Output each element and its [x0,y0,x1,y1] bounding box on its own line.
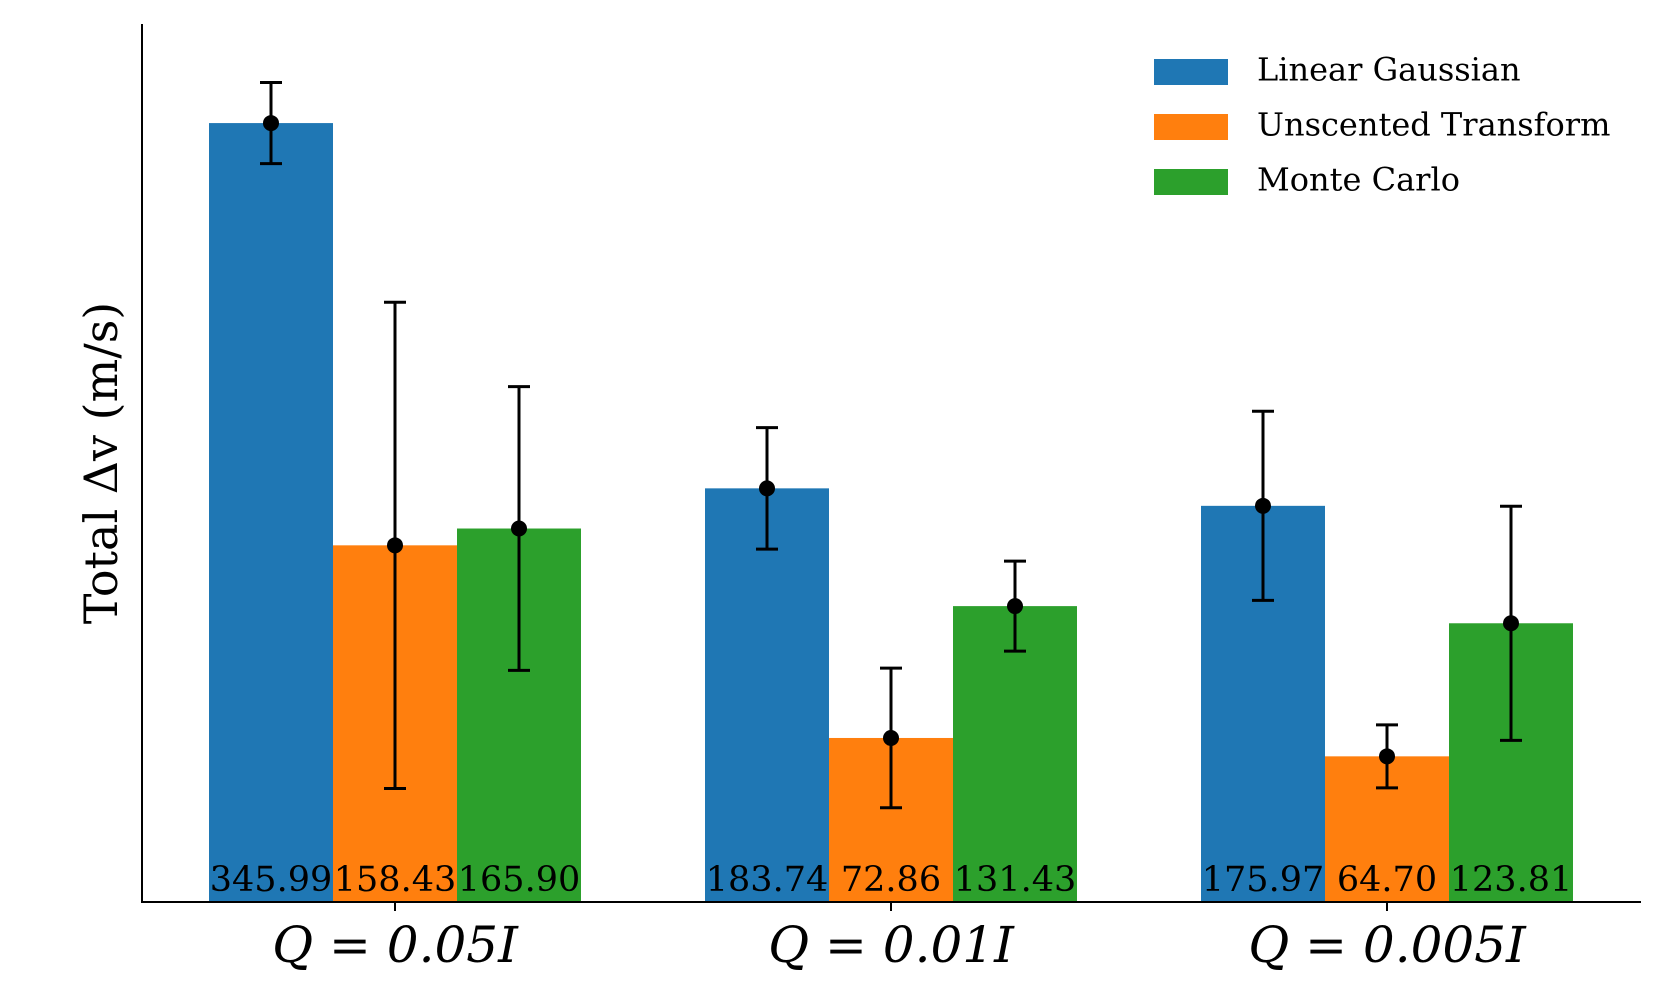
value-label: 345.99 [210,860,332,900]
error-bar [1004,559,1026,653]
value-label: 64.70 [1337,860,1437,900]
error-bar [1376,723,1398,790]
error-bar [384,300,406,790]
error-bar [756,426,778,551]
y-axis-label: Total Δv (m/s) [74,302,128,625]
mean-point [1379,748,1395,765]
bar-linear-gaussian-1 [209,123,333,903]
mean-point [1503,615,1519,632]
mean-point [511,520,527,537]
x-tick-label-3: Q = 0.005I [1248,916,1527,974]
mean-point [759,480,775,497]
x-tick-label-2: Q = 0.01I [768,916,1015,974]
value-label: 158.43 [334,860,456,900]
error-bar [1500,504,1522,742]
legend-swatch [1154,169,1228,195]
bar-linear-gaussian-2 [705,488,829,902]
legend: Linear Gaussian Unscented Transform Monte … [1154,51,1610,199]
mean-point [1007,598,1023,615]
x-ticks-layer: Q = 0.05I Q = 0.01I Q = 0.005I [272,902,1527,974]
legend-swatch [1154,59,1228,85]
legend-swatch [1154,114,1228,140]
error-bar [1252,409,1274,602]
legend-label: Linear Gaussian [1257,51,1521,89]
value-label: 131.43 [954,860,1076,900]
value-label: 175.97 [1202,860,1324,900]
mean-point [883,729,899,746]
value-labels-layer: 345.99 158.43 165.90 183.74 72.86 131.43 175.9… [210,860,1572,900]
value-label: 123.81 [1450,860,1572,900]
value-label: 72.86 [841,860,941,900]
legend-entry: Unscented Transform [1154,106,1610,144]
legend-label: Unscented Transform [1257,106,1610,144]
legend-entry: Linear Gaussian [1154,51,1521,89]
legend-entry: Monte Carlo [1154,161,1460,199]
value-label: 183.74 [706,860,828,900]
error-bar [880,666,902,810]
error-bar [260,81,282,166]
mean-point [263,115,279,132]
bar-monte-carlo-2 [953,606,1077,902]
x-tick-label-1: Q = 0.05I [272,916,519,974]
mean-point [1255,497,1271,514]
error-bars-layer [260,81,1522,810]
legend-label: Monte Carlo [1257,161,1460,199]
error-bar [508,385,530,672]
bars-layer [209,123,1573,903]
mean-point [387,537,403,554]
value-label: 165.90 [458,860,580,900]
